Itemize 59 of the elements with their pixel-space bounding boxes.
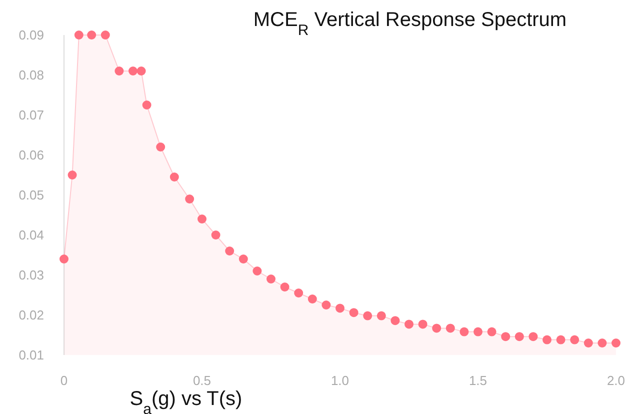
point [501, 332, 510, 342]
point [198, 214, 206, 224]
point [322, 300, 331, 310]
point [556, 335, 566, 344]
point [390, 316, 400, 326]
point [142, 100, 152, 110]
y-tick-label: 0.08 [18, 68, 44, 83]
point [185, 194, 194, 204]
point [100, 30, 110, 40]
point [460, 327, 469, 336]
y-tick-label: 0.06 [18, 148, 44, 163]
point [598, 338, 607, 348]
point [542, 335, 552, 344]
point [363, 311, 372, 320]
point [128, 66, 138, 76]
point [280, 282, 290, 292]
point [308, 294, 317, 304]
point [349, 308, 358, 318]
point [114, 66, 124, 76]
chart-title: MCE$_{R}$ Vertical Response Spectrum [253, 9, 567, 38]
point [68, 170, 77, 180]
point [238, 254, 248, 264]
x-tick-label: 0.5 [192, 373, 212, 388]
x-axis-title: S$_{a}$(g) vs T(s) [130, 388, 242, 414]
point [584, 338, 593, 348]
y-tick-label: 0.07 [18, 108, 44, 123]
point [446, 324, 455, 333]
point [418, 320, 428, 329]
point [170, 172, 179, 182]
point [156, 142, 166, 152]
point [211, 230, 220, 240]
y-tick-label: 0.02 [18, 308, 44, 323]
point [432, 324, 442, 333]
point [612, 338, 620, 348]
point [225, 246, 234, 256]
point [294, 288, 304, 298]
point [528, 332, 538, 342]
point [136, 66, 146, 76]
point [74, 30, 84, 40]
point [60, 254, 68, 264]
point [474, 327, 482, 336]
point [336, 304, 344, 313]
point [266, 274, 276, 284]
y-tick-label: 0.05 [18, 188, 44, 203]
y-tick-label: 0.01 [18, 348, 44, 363]
point [570, 335, 580, 344]
y-tick-label: 0.04 [18, 228, 44, 243]
y-tick-label: 0.09 [18, 28, 44, 43]
point [376, 311, 386, 320]
x-tick-label: 2.0 [606, 373, 626, 388]
x-tick-label: 1.5 [468, 373, 488, 388]
y-tick-label: 0.03 [18, 268, 44, 283]
point [252, 266, 262, 276]
point [87, 30, 96, 40]
point [514, 332, 524, 342]
point [404, 320, 414, 329]
point [487, 327, 496, 336]
x-tick-label: 1.0 [330, 373, 350, 388]
x-tick-label: 0 [60, 373, 68, 388]
